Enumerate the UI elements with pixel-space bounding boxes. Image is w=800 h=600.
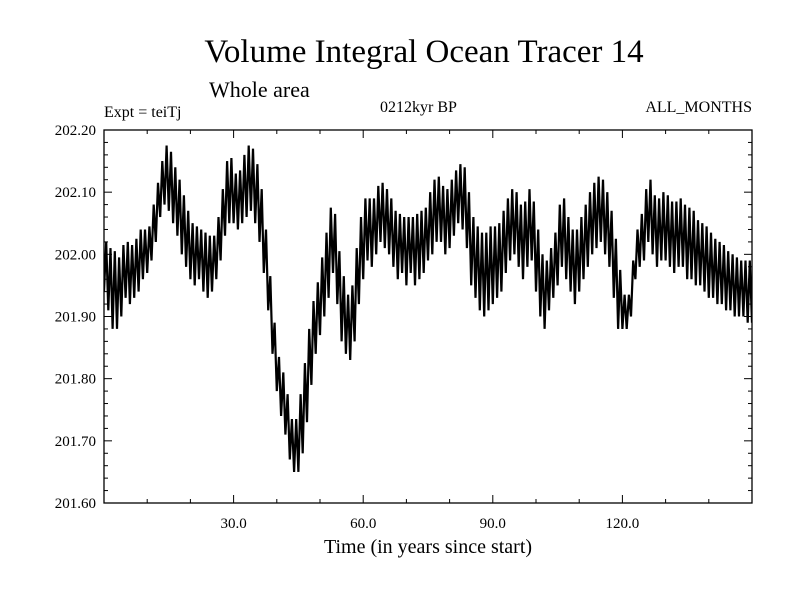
experiment-label: Expt = teiTj <box>104 104 182 121</box>
tick-labels: 30.0 60.0 90.0 120.0 201.60 201.70 201.80 201.9… <box>55 123 640 532</box>
y-tick-label: 201.60 <box>55 496 96 512</box>
y-tick-label: 202.00 <box>55 247 96 263</box>
period-label: 0212kyr BP <box>380 99 457 116</box>
y-tick-label: 201.80 <box>55 372 96 388</box>
axis-ticks <box>104 130 752 503</box>
series-line <box>104 145 752 472</box>
months-label: ALL_MONTHS <box>645 99 752 116</box>
y-tick-label: 201.90 <box>55 310 96 326</box>
plot-frame <box>103 129 753 504</box>
x-tick-label: 60.0 <box>350 516 376 532</box>
y-tick-label: 202.20 <box>55 123 96 139</box>
series-group <box>104 145 752 472</box>
x-tick-label: 90.0 <box>480 516 506 532</box>
chart-subtitle: Whole area <box>209 77 310 102</box>
x-tick-label: 120.0 <box>606 516 640 532</box>
y-tick-label: 202.10 <box>55 185 96 201</box>
y-tick-label: 201.70 <box>55 434 96 450</box>
chart-title: Volume Integral Ocean Tracer 14 <box>204 34 644 70</box>
x-axis-label: Time (in years since start) <box>324 536 532 558</box>
x-tick-label: 30.0 <box>220 516 246 532</box>
